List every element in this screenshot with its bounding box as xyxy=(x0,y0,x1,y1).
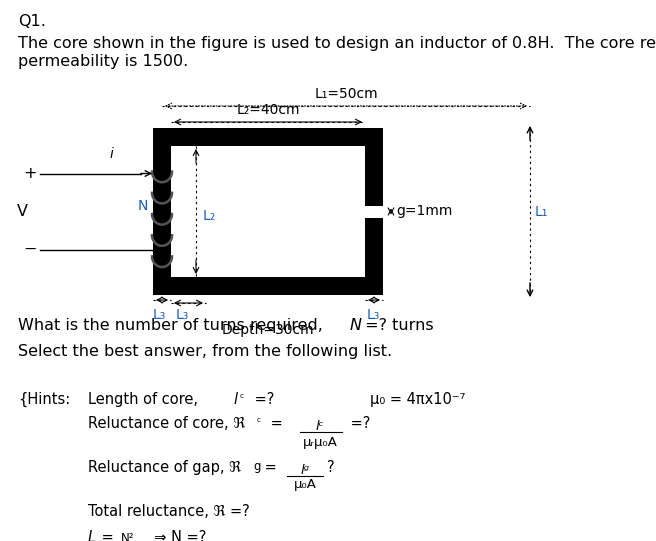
Text: The core shown in the figure is used to design an inductor of 0.8H.  The core re: The core shown in the figure is used to … xyxy=(18,36,656,51)
Text: L₁=50cm: L₁=50cm xyxy=(314,87,378,101)
Text: l: l xyxy=(233,392,237,407)
Text: =?: =? xyxy=(346,416,371,431)
Text: Reluctance of core, ℜ: Reluctance of core, ℜ xyxy=(88,416,245,431)
Polygon shape xyxy=(153,128,171,295)
Text: μ₀A: μ₀A xyxy=(294,478,316,491)
Text: ?: ? xyxy=(327,460,335,475)
Text: =: = xyxy=(97,530,118,541)
Text: =: = xyxy=(266,416,283,431)
Text: ⇒ N =?: ⇒ N =? xyxy=(145,530,207,541)
Text: ᶜ: ᶜ xyxy=(240,392,245,405)
Text: =?: =? xyxy=(250,392,274,407)
Text: lᵍ: lᵍ xyxy=(300,464,310,477)
Text: L: L xyxy=(88,530,96,541)
Text: N: N xyxy=(138,200,148,214)
Text: L₃: L₃ xyxy=(176,308,190,322)
Text: Reluctance of gap, ℜ: Reluctance of gap, ℜ xyxy=(88,460,241,475)
Text: g=1mm: g=1mm xyxy=(396,204,453,219)
Text: L₂=40cm: L₂=40cm xyxy=(236,103,300,117)
Text: Q1.: Q1. xyxy=(18,14,46,29)
Text: =: = xyxy=(260,460,277,475)
Text: =? turns: =? turns xyxy=(360,318,434,333)
Text: lᶜ: lᶜ xyxy=(316,420,324,433)
Text: L₁: L₁ xyxy=(535,204,548,219)
Text: g: g xyxy=(253,460,260,473)
Text: ᶜ: ᶜ xyxy=(257,416,261,429)
Text: L₃: L₃ xyxy=(367,308,380,322)
Text: What is the number of turns required,: What is the number of turns required, xyxy=(18,318,328,333)
Text: Select the best answer, from the following list.: Select the best answer, from the followi… xyxy=(18,344,392,359)
Text: +: + xyxy=(23,166,37,181)
Polygon shape xyxy=(153,128,383,146)
Text: μ₀ = 4πx10⁻⁷: μ₀ = 4πx10⁻⁷ xyxy=(370,392,466,407)
Text: i: i xyxy=(110,148,113,162)
Polygon shape xyxy=(365,217,383,295)
Text: permeability is 1500.: permeability is 1500. xyxy=(18,54,188,69)
Text: μᵣμ₀A: μᵣμ₀A xyxy=(302,436,337,449)
Text: V: V xyxy=(16,204,28,219)
Text: L₂: L₂ xyxy=(203,209,216,223)
Text: Total reluctance, ℜ =?: Total reluctance, ℜ =? xyxy=(88,504,250,519)
Text: −: − xyxy=(24,242,37,257)
Polygon shape xyxy=(153,277,383,295)
Text: Length of core,: Length of core, xyxy=(88,392,203,407)
Polygon shape xyxy=(365,128,383,206)
Text: L₃: L₃ xyxy=(153,308,167,322)
Text: {Hints:: {Hints: xyxy=(18,392,70,407)
Text: N: N xyxy=(350,318,362,333)
Text: N²: N² xyxy=(121,532,134,541)
Text: Depth=30cm: Depth=30cm xyxy=(222,323,314,337)
